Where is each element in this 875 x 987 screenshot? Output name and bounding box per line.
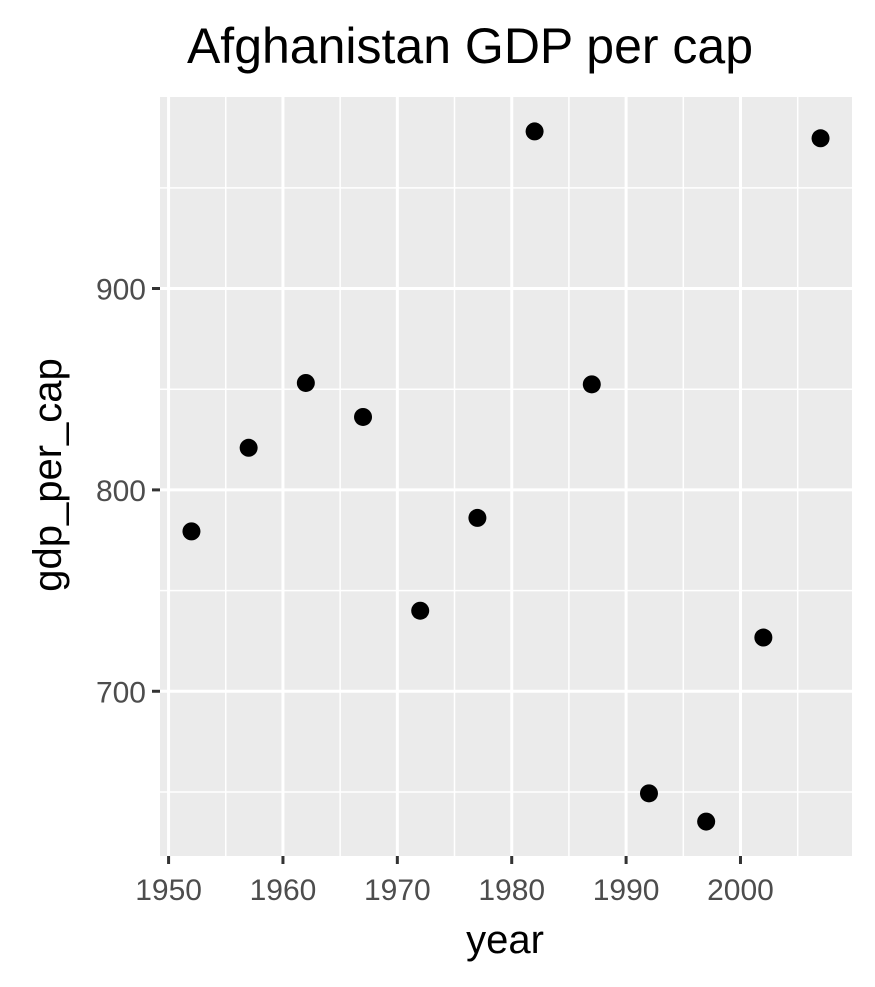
x-tick-label: 2000: [707, 874, 774, 907]
x-axis: 1950 1960 1970 1980 1990 2000: [135, 856, 774, 907]
x-axis-title: year: [466, 918, 544, 962]
grid-lines: [160, 97, 852, 856]
panel-background: [160, 97, 852, 856]
y-tick-label: 900: [96, 274, 146, 307]
data-points: [182, 122, 830, 831]
x-tick-label: 1970: [364, 874, 431, 907]
data-point: [754, 628, 773, 647]
data-point: [811, 129, 830, 148]
y-axis: 700 800 900: [96, 274, 160, 709]
data-point: [697, 812, 716, 831]
plot-panel: [160, 97, 852, 856]
data-point: [639, 784, 658, 803]
data-point: [239, 438, 258, 457]
data-point: [182, 522, 201, 541]
data-point: [296, 373, 315, 392]
x-tick-label: 1980: [478, 874, 545, 907]
y-tick-label: 800: [96, 475, 146, 508]
x-tick-label: 1960: [250, 874, 317, 907]
data-point: [468, 508, 487, 527]
y-tick-label: 700: [96, 676, 146, 709]
data-point: [582, 375, 601, 394]
x-tick-label: 1950: [135, 874, 202, 907]
y-axis-title: gdp_per_cap: [26, 358, 70, 592]
data-point: [525, 122, 544, 141]
chart-title: Afghanistan GDP per cap: [187, 18, 753, 74]
data-point: [354, 407, 373, 426]
x-tick-label: 1990: [593, 874, 660, 907]
data-point: [411, 601, 430, 620]
